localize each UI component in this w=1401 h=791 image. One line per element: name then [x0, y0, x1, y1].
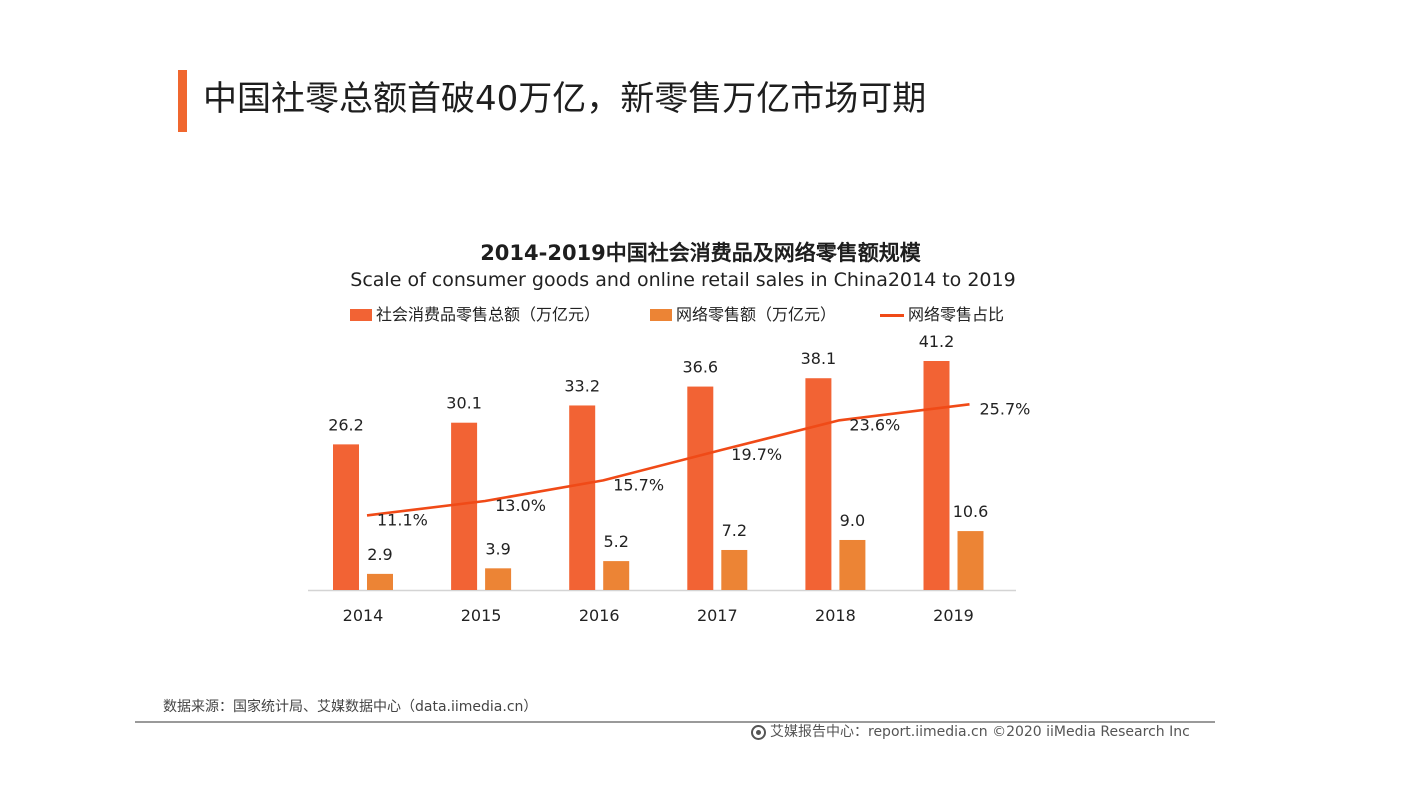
- label-online-retail-2019: 10.6: [953, 502, 989, 521]
- bar-online-retail-2018: [839, 539, 866, 590]
- footer-divider: [135, 721, 1215, 723]
- legend-item-online-retail: 网络零售额（万亿元）: [650, 303, 836, 327]
- x-tick-2018: 2018: [815, 606, 856, 625]
- source-note: 数据来源：国家统计局、艾媒数据中心（data.iimedia.cn）: [163, 699, 538, 715]
- label-retail-total-2018: 38.1: [801, 349, 837, 368]
- bar-retail-total-2018: [805, 378, 832, 590]
- x-tick-2019: 2019: [933, 606, 974, 625]
- label-online-share-2014: 11.1%: [377, 510, 428, 529]
- bar-online-retail-2019: [957, 531, 984, 590]
- x-tick-2015: 2015: [461, 606, 502, 625]
- label-online-retail-2016: 5.2: [603, 532, 628, 551]
- iimedia-logo-icon: [751, 724, 766, 740]
- x-tick-2016: 2016: [579, 606, 620, 625]
- bar-retail-total-2015: [451, 422, 478, 590]
- label-online-retail-2017: 7.2: [722, 521, 747, 540]
- bar-retail-total-2019: [923, 361, 950, 590]
- footer: 艾媒报告中心：report.iimedia.cn ©2020 iiMedia R…: [751, 722, 1190, 742]
- x-tick-2017: 2017: [697, 606, 738, 625]
- label-online-share-2016: 15.7%: [613, 475, 664, 494]
- bar-retail-total-2017: [687, 386, 714, 590]
- label-online-share-2017: 19.7%: [731, 445, 782, 464]
- bar-online-retail-2016: [603, 561, 630, 590]
- bar-online-retail-2017: [721, 549, 748, 590]
- label-retail-total-2016: 33.2: [564, 376, 600, 395]
- label-online-retail-2014: 2.9: [367, 545, 392, 564]
- legend-swatch-retail-total: [350, 309, 372, 321]
- line-online-share: [366, 403, 970, 517]
- label-online-retail-2015: 3.9: [485, 539, 510, 558]
- legend-label-online-share: 网络零售占比: [908, 305, 1005, 324]
- legend-swatch-online-share: [880, 313, 904, 317]
- chart-subtitle: Scale of consumer goods and online retai…: [350, 269, 1016, 291]
- bar-retail-total-2014: [333, 444, 359, 590]
- label-retail-total-2015: 30.1: [446, 394, 482, 413]
- x-tick-2014: 2014: [343, 606, 384, 625]
- footer-text: 艾媒报告中心：report.iimedia.cn ©2020 iiMedia R…: [770, 724, 1190, 740]
- label-online-share-2018: 23.6%: [849, 415, 900, 434]
- label-online-retail-2018: 9.0: [840, 511, 865, 530]
- legend-item-retail-total: 社会消费品零售总额（万亿元）: [350, 303, 600, 327]
- chart-title: 2014-2019中国社会消费品及网络零售额规模: [480, 241, 921, 265]
- bar-retail-total-2016: [569, 405, 596, 590]
- legend-item-online-share: 网络零售占比: [880, 303, 1004, 327]
- legend-label-online-retail: 网络零售额（万亿元）: [676, 305, 837, 324]
- label-retail-total-2017: 36.6: [682, 358, 718, 377]
- legend-label-retail-total: 社会消费品零售总额（万亿元）: [376, 305, 601, 324]
- legend-swatch-online-retail: [650, 309, 672, 321]
- label-online-share-2015: 13.0%: [495, 496, 546, 515]
- title-accent-bar: [178, 70, 187, 132]
- label-retail-total-2014: 26.2: [328, 415, 364, 434]
- label-retail-total-2019: 41.2: [919, 332, 955, 351]
- bar-online-retail-2014: [367, 573, 393, 590]
- label-online-share-2019: 25.7%: [980, 399, 1031, 418]
- page-title: 中国社零总额首破40万亿，新零售万亿市场可期: [203, 79, 927, 119]
- bar-online-retail-2015: [485, 568, 512, 590]
